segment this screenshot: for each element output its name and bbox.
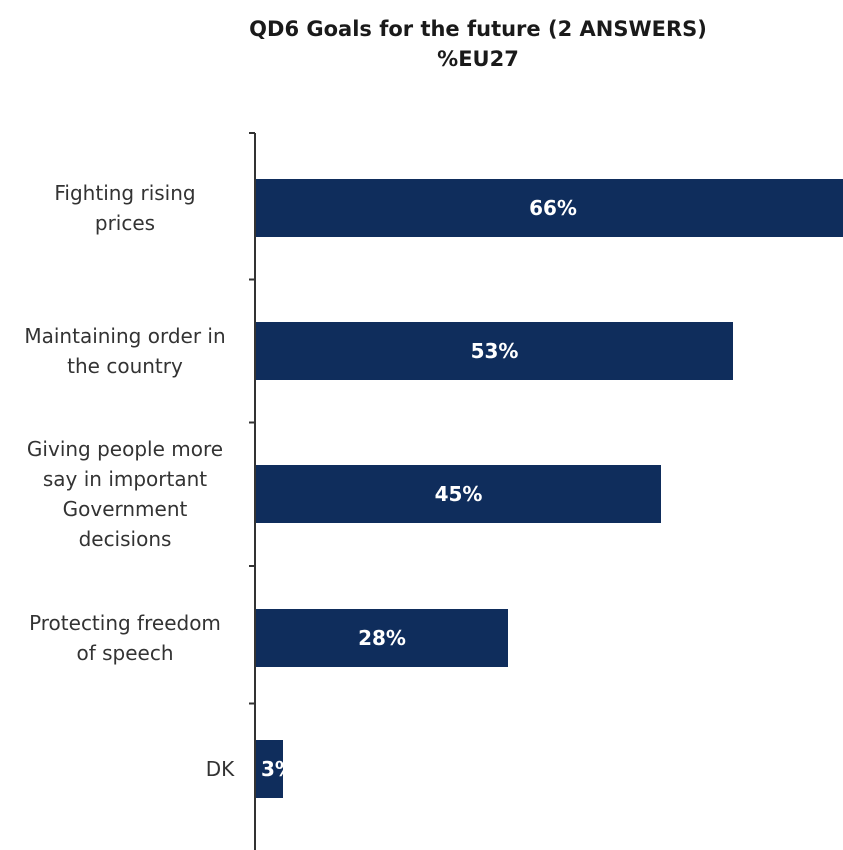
bar <box>256 740 283 798</box>
bar-value-label: 45% <box>435 482 483 506</box>
category-label-line: Protecting freedom <box>29 611 221 635</box>
chart-title: QD6 Goals for the future (2 ANSWERS) <box>249 17 707 41</box>
category-label-line: Giving people more <box>27 437 223 461</box>
category-label-line: decisions <box>79 527 172 551</box>
bar-value-label: 53% <box>471 339 519 363</box>
bar <box>256 609 508 667</box>
chart-plot-area: 66% Fighting rising prices 53% Maintaining o… <box>24 132 843 850</box>
bar <box>256 322 733 380</box>
bar-value-label: 3% <box>261 757 295 781</box>
category-label-line: say in important <box>43 467 207 491</box>
bar <box>256 465 661 523</box>
category-label: DK <box>206 757 235 781</box>
category-label-line: of speech <box>76 641 173 665</box>
category-label-line: Maintaining order in <box>24 324 225 348</box>
category-label: Protecting freedom of speech <box>29 611 221 665</box>
category-label: Giving people more say in important Govern… <box>27 437 223 551</box>
bar-value-label: 28% <box>358 626 406 650</box>
category-label: Fighting rising prices <box>54 181 195 235</box>
chart-subtitle: %EU27 <box>437 47 519 71</box>
category-label-line: DK <box>206 757 235 781</box>
category-label-line: Fighting rising <box>54 181 195 205</box>
category-label: Maintaining order in the country <box>24 324 225 378</box>
category-label-line: Government <box>63 497 188 521</box>
category-label-line: prices <box>95 211 155 235</box>
bar-value-label: 66% <box>529 196 577 220</box>
category-label-line: the country <box>67 354 183 378</box>
chart-title-block: QD6 Goals for the future (2 ANSWERS) %EU… <box>0 14 843 74</box>
bar <box>256 179 843 237</box>
